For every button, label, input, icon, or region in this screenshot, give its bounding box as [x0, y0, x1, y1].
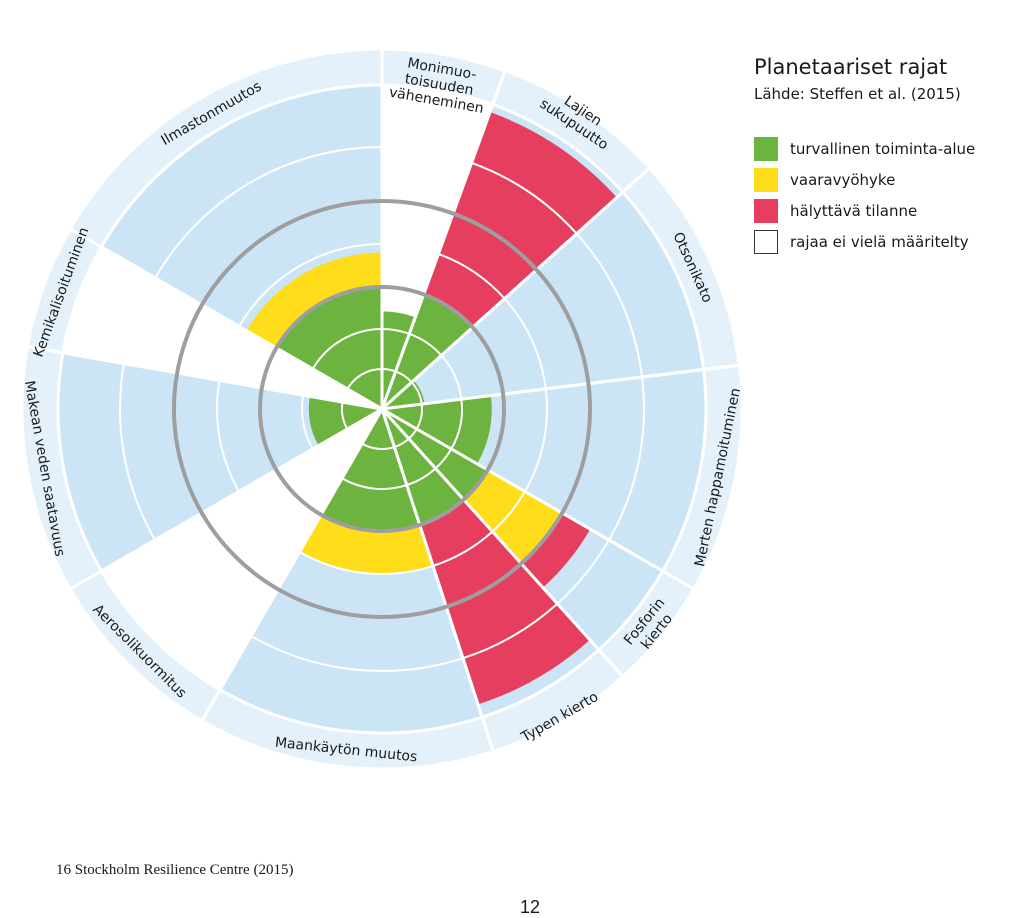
sector-plot-area	[377, 190, 706, 412]
band-separator	[346, 368, 383, 390]
sector-3	[377, 165, 741, 412]
band-separator	[238, 490, 301, 553]
band-separator	[491, 490, 526, 533]
band-separator	[524, 388, 548, 492]
sector-layer	[20, 47, 744, 771]
sector-8	[68, 404, 387, 723]
sector-divider	[380, 166, 651, 411]
sector-divider	[200, 408, 384, 722]
band-separator	[341, 477, 408, 490]
band-separator	[471, 161, 578, 235]
band-separator	[216, 380, 240, 492]
sector-level-band	[308, 396, 382, 446]
sector-level-band	[321, 409, 420, 531]
band-separator	[311, 448, 343, 480]
legend-title: Planetaariset rajat	[754, 55, 948, 79]
sector-divider	[380, 70, 507, 410]
band-separator	[311, 328, 383, 370]
sector-level-band	[382, 380, 425, 409]
legend-label-danger: vaaravyöhyke	[790, 170, 896, 189]
band-separator	[608, 376, 645, 541]
sector-6	[380, 407, 626, 754]
sector-level-band	[419, 499, 522, 607]
sector-level-band	[382, 294, 473, 409]
band-separator	[462, 602, 558, 660]
sector-divider	[380, 407, 625, 678]
band-separator	[218, 326, 240, 381]
sector-divider	[69, 407, 383, 591]
legend-label-safe: turvallinen toiminta-alue	[790, 139, 976, 158]
band-separator	[119, 363, 156, 541]
band-separator	[432, 530, 494, 567]
legend-list: turvallinen toiminta-alue vaaravyöhyke h…	[754, 133, 1014, 257]
band-separator	[154, 539, 252, 637]
legend-swatch-alarm	[754, 198, 778, 223]
band-separator	[301, 394, 314, 450]
band-separator	[556, 539, 610, 605]
page-number: 12	[520, 897, 541, 917]
band-separator	[238, 243, 383, 328]
band-separator	[381, 243, 439, 255]
legend-item-undefined: rajaa ei vielä määritelty	[754, 226, 1014, 257]
band-separator	[409, 332, 443, 357]
band-separator	[154, 146, 383, 279]
boundary-ring-layer	[172, 199, 592, 619]
sector-4	[377, 363, 744, 592]
legend-label-undefined: rajaa ei vielä määritelty	[790, 232, 969, 251]
band-separator	[122, 277, 156, 364]
sector-level-band	[423, 213, 537, 328]
sector-9	[20, 344, 387, 592]
legend: Planetaariset rajat Lähde: Steffen et al…	[754, 55, 1014, 257]
safe-boundary-ring	[258, 285, 506, 533]
planetary-boundaries-diagram: IlmastonmuutosMonimuo-toisuudenvähenemin…	[20, 47, 744, 771]
legend-source: Lähde: Steffen et al. (2015)	[754, 85, 961, 103]
sector-level-band	[382, 395, 492, 464]
band-separator	[341, 401, 349, 430]
band-separator	[450, 399, 463, 450]
sector-level-band	[246, 252, 382, 348]
legend-swatch-undefined	[754, 229, 778, 254]
sector-level-band	[382, 409, 464, 526]
danger-boundary-ring	[172, 199, 592, 619]
band-separator	[381, 146, 472, 164]
legend-swatch-danger	[754, 167, 778, 192]
sector-divider	[381, 363, 740, 411]
band-separator	[299, 551, 434, 575]
sector-2	[380, 68, 652, 411]
band-separator	[575, 233, 644, 378]
sector-plot-area	[99, 404, 387, 692]
footnote: 16 Stockholm Resilience Centre (2015)	[56, 862, 294, 878]
legend-label-alarm: hälyttävä tilanne	[790, 201, 918, 220]
sector-divider	[381, 407, 695, 591]
band-separator	[250, 635, 464, 672]
sector-divider	[380, 408, 495, 752]
sector-level-band	[382, 409, 488, 500]
legend-item-danger: vaaravyöhyke	[754, 164, 1014, 195]
sector-level-band	[521, 513, 591, 588]
band-separator	[503, 297, 547, 390]
band-separator	[438, 253, 506, 300]
sector-level-band	[453, 112, 617, 270]
sector-level-band	[299, 514, 433, 574]
band-separator	[361, 442, 395, 450]
legend-item-safe: turvallinen toiminta-alue	[754, 133, 1014, 164]
sector-level-band	[463, 470, 563, 564]
legend-item-alarm: hälyttävä tilanne	[754, 195, 1014, 226]
sector-divider	[27, 345, 383, 411]
legend-swatch-safe	[754, 136, 778, 161]
band-separator	[440, 354, 463, 400]
